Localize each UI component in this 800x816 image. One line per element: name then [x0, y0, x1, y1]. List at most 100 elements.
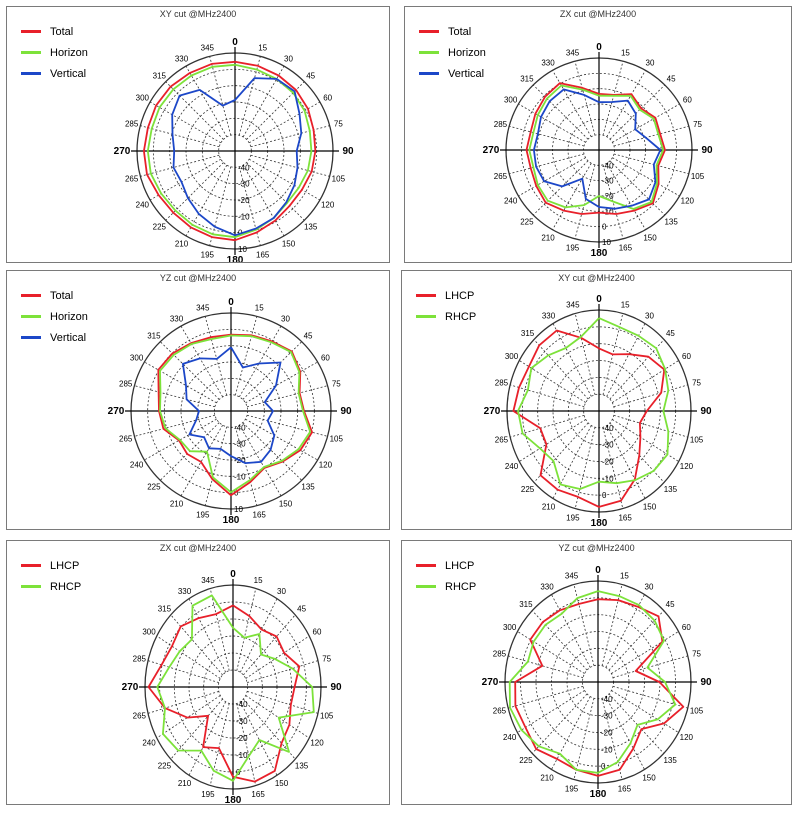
grid-spoke	[602, 61, 624, 136]
angle-label: 60	[682, 352, 691, 361]
angle-label: 180	[227, 255, 244, 262]
grid-spoke	[238, 325, 282, 398]
grid-spoke	[531, 693, 588, 754]
grid-spoke	[606, 70, 646, 137]
angle-label: 105	[330, 435, 344, 444]
grid-spoke	[242, 164, 285, 237]
grid-spoke	[552, 425, 592, 499]
radial-label: -20	[602, 458, 614, 467]
radial-label: -10	[236, 751, 248, 760]
angle-label: 105	[690, 706, 704, 715]
polar-chart: 0 15 30 45 60 75 90 105 120 135 150 165 180 195 210 225…	[122, 569, 342, 804]
angle-label: 285	[495, 379, 509, 388]
grid-spokes	[147, 588, 319, 786]
angle-label: 105	[690, 435, 704, 444]
legend-swatch	[416, 585, 436, 588]
angle-label: 265	[125, 175, 139, 184]
legend-item: Total	[21, 21, 88, 42]
angle-label: 165	[618, 513, 632, 522]
radial-label: 0	[234, 489, 239, 498]
angle-label: 90	[701, 145, 713, 156]
grid-spoke	[606, 163, 646, 230]
radial-label: -10	[602, 474, 614, 483]
angle-label: 285	[119, 379, 133, 388]
grid-spoke	[165, 162, 224, 221]
angle-label: 75	[332, 379, 341, 388]
legend-item: Vertical	[21, 63, 88, 84]
angle-label: 30	[277, 587, 286, 596]
angle-label: 75	[692, 650, 701, 659]
legend-swatch	[419, 51, 439, 54]
legend-item: Horizon	[419, 42, 486, 63]
legend: Total Horizon Vertical	[419, 21, 486, 84]
grid-spoke	[518, 157, 586, 197]
grid-spoke	[246, 162, 305, 221]
angle-label: 240	[503, 733, 517, 742]
angle-label: 285	[125, 119, 139, 128]
angle-label: 225	[147, 483, 161, 492]
legend: LHCP RHCP	[21, 555, 81, 597]
angle-label: 165	[619, 244, 633, 253]
angle-label: 75	[693, 120, 702, 129]
angle-label: 265	[494, 172, 508, 181]
angle-label: 330	[175, 54, 189, 63]
angle-label: 330	[541, 59, 555, 68]
grid-spoke	[204, 316, 228, 396]
legend-item: LHCP	[21, 555, 81, 576]
radial-label: 0	[602, 491, 607, 500]
angle-label: 60	[321, 354, 330, 363]
angle-label: 135	[664, 485, 678, 494]
grid-spoke	[574, 427, 596, 509]
legend-swatch	[21, 585, 41, 588]
legend-label: RHCP	[50, 580, 82, 593]
radial-label: -30	[236, 717, 248, 726]
grid-spoke	[204, 426, 228, 506]
grid-spoke	[170, 614, 223, 676]
radial-label: -30	[602, 177, 614, 186]
angle-label: 180	[223, 515, 240, 526]
angle-label: 30	[281, 314, 290, 323]
grid-spoke	[147, 691, 219, 714]
radial-label: -30	[238, 180, 250, 189]
chart-title: YZ cut @MHz2400	[558, 543, 635, 553]
series-line-total	[157, 333, 314, 497]
series-line-total	[525, 82, 666, 215]
legend-swatch	[21, 294, 41, 297]
legend-item: Vertical	[21, 327, 88, 348]
angle-label: 150	[643, 233, 657, 242]
panel-yz-cut-total: YZ cut @MHz2400 0 15 30 45 60 75 90 105 120 135 150…	[6, 270, 390, 530]
panel-yz-cut-circular: YZ cut @MHz2400 0 15 30 45 60 75 90 105 120 135 150…	[401, 540, 792, 805]
angle-label: 210	[540, 773, 554, 782]
radial-label: -40	[234, 423, 246, 432]
series-line-total	[142, 60, 317, 242]
grid-spoke	[602, 164, 624, 239]
angle-label: 45	[666, 329, 675, 338]
radial-label: 10	[602, 238, 611, 247]
angle-label: 195	[565, 784, 579, 793]
angle-label: 30	[645, 583, 654, 592]
angle-label: 105	[691, 172, 705, 181]
angle-label: 75	[322, 654, 331, 663]
angle-label: 135	[295, 761, 309, 770]
grid-spoke	[156, 695, 221, 739]
legend-item: RHCP	[416, 576, 476, 597]
legend-label: Horizon	[50, 46, 88, 59]
grid-spoke	[518, 103, 586, 143]
angle-label: 60	[682, 623, 691, 632]
legend-swatch	[21, 336, 41, 339]
angle-label: 15	[258, 44, 267, 53]
legend-label: Vertical	[448, 67, 485, 80]
angle-label: 15	[255, 304, 264, 313]
grid-spoke	[533, 339, 589, 400]
legend-label: Vertical	[50, 331, 87, 344]
angle-label: 300	[142, 628, 156, 637]
angle-label: 270	[482, 677, 499, 688]
angle-label: 165	[251, 790, 265, 799]
angle-label: 315	[519, 600, 533, 609]
grid-spoke	[532, 84, 589, 140]
grid-spoke	[245, 695, 310, 739]
grid-spoke	[612, 103, 680, 143]
angle-label: 345	[201, 44, 215, 53]
legend-label: Vertical	[50, 67, 87, 80]
grid-spoke	[245, 635, 310, 679]
